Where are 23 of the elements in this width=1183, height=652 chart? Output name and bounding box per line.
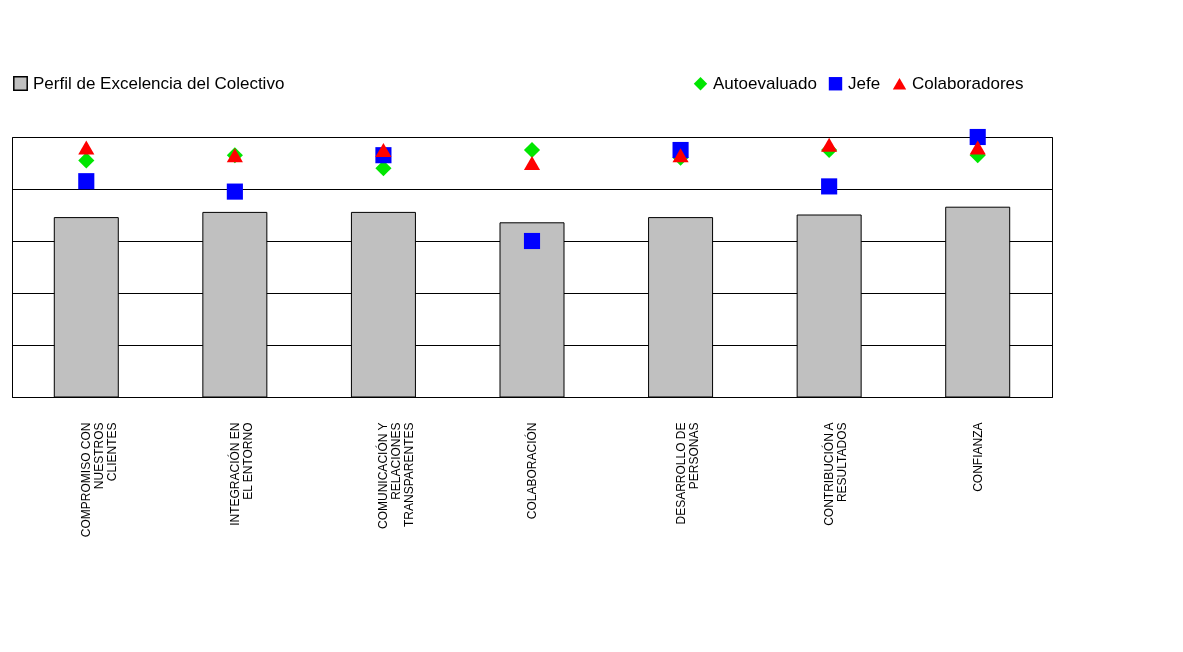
- x-tick-label: INTEGRACIÓN EN EL ENTORNO: [226, 422, 255, 526]
- point: [523, 141, 541, 159]
- x-tick-label: COLABORACIÓN: [524, 422, 539, 520]
- point: [523, 156, 541, 170]
- x-tick-label: COMUNICACIÓN Y RELACIONES TRANSPARENTES: [375, 422, 417, 529]
- point: [226, 183, 243, 200]
- point: [78, 140, 95, 155]
- x-tick-label: COMPROMISO CON NUESTROS CLIENTES: [79, 422, 120, 538]
- x-tick-label: CONTRIBUCIÓN A RESULTADOS: [821, 422, 850, 526]
- point: [375, 143, 392, 157]
- legend-label: Colaboradores: [912, 73, 1024, 93]
- point: [523, 232, 541, 250]
- legend-label: Jefe: [848, 73, 881, 93]
- point: [969, 128, 986, 146]
- x-tick-label: DESARROLLO DE PERSONAS: [673, 422, 701, 525]
- point: [78, 173, 95, 190]
- legend-label: Autoevaluado: [713, 73, 817, 93]
- point: [821, 178, 838, 195]
- point: [969, 140, 986, 155]
- point: [821, 137, 838, 152]
- x-tick-label: CONFIANZA: [970, 422, 985, 492]
- point: [78, 152, 95, 169]
- legend-label: Perfil de Excelencia del Colectivo: [33, 73, 285, 93]
